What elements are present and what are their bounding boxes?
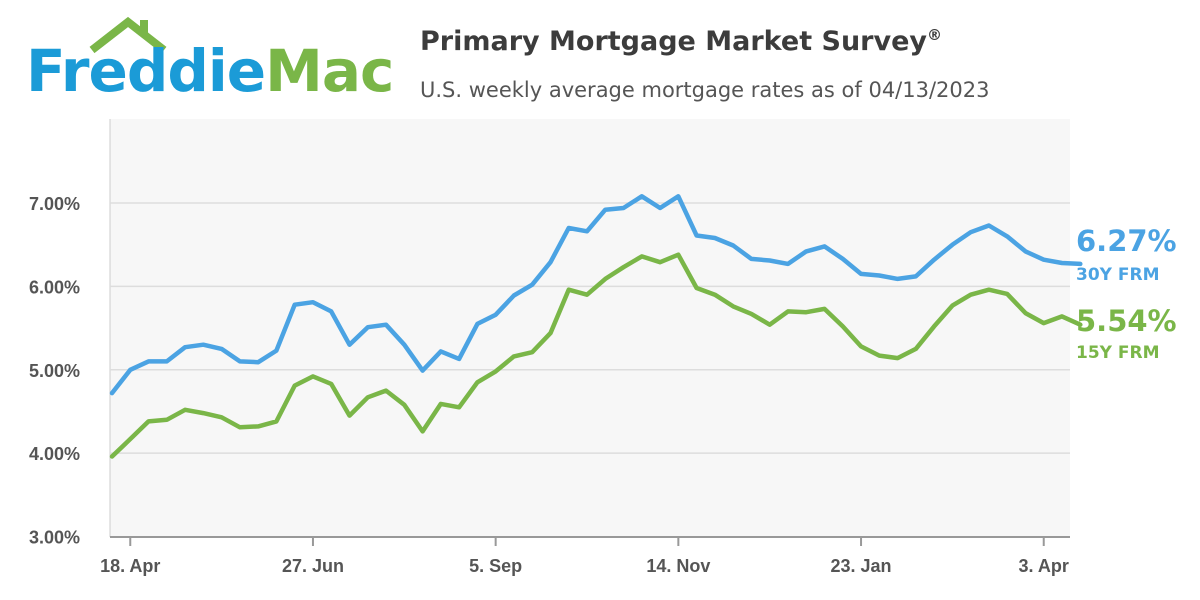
frm30-series-label: 30Y FRM (1076, 265, 1160, 285)
house-roof-icon (89, 16, 167, 54)
y-tick-label: 7.00% (29, 194, 80, 214)
registered-mark: ® (927, 26, 943, 44)
frm15-series-label: 15Y FRM (1076, 343, 1160, 363)
x-tick-label: 3. Apr (1019, 556, 1069, 576)
y-tick-label: 3.00% (29, 528, 80, 548)
x-tick-label: 23. Jan (831, 556, 892, 576)
plot-area (110, 119, 1070, 537)
freddie-mac-logo: FreddieMac (26, 14, 394, 106)
logo-word-mac: Mac (265, 37, 394, 105)
x-tick-label: 18. Apr (100, 556, 160, 576)
y-tick-label: 5.00% (29, 361, 80, 381)
frm30-line (109, 194, 1083, 396)
x-tick-label: 5. Sep (469, 556, 522, 576)
chart-title: Primary Mortgage Market Survey® (420, 26, 942, 57)
x-tick-label: 27. Jun (282, 556, 344, 576)
y-tick-label: 4.00% (29, 444, 80, 464)
y-tick-label: 6.00% (29, 277, 80, 297)
chart-subtitle: U.S. weekly average mortgage rates as of… (420, 78, 990, 102)
logo-word-freddie: Freddie (26, 37, 266, 105)
logo-wordmark: FreddieMac (26, 42, 394, 100)
frm15-line (109, 252, 1083, 459)
frm30-latest-value: 6.27% (1076, 224, 1177, 258)
frm15-latest-value: 5.54% (1076, 304, 1177, 338)
chart-title-text: Primary Mortgage Market Survey (420, 26, 928, 57)
x-tick-label: 14. Nov (646, 556, 710, 576)
